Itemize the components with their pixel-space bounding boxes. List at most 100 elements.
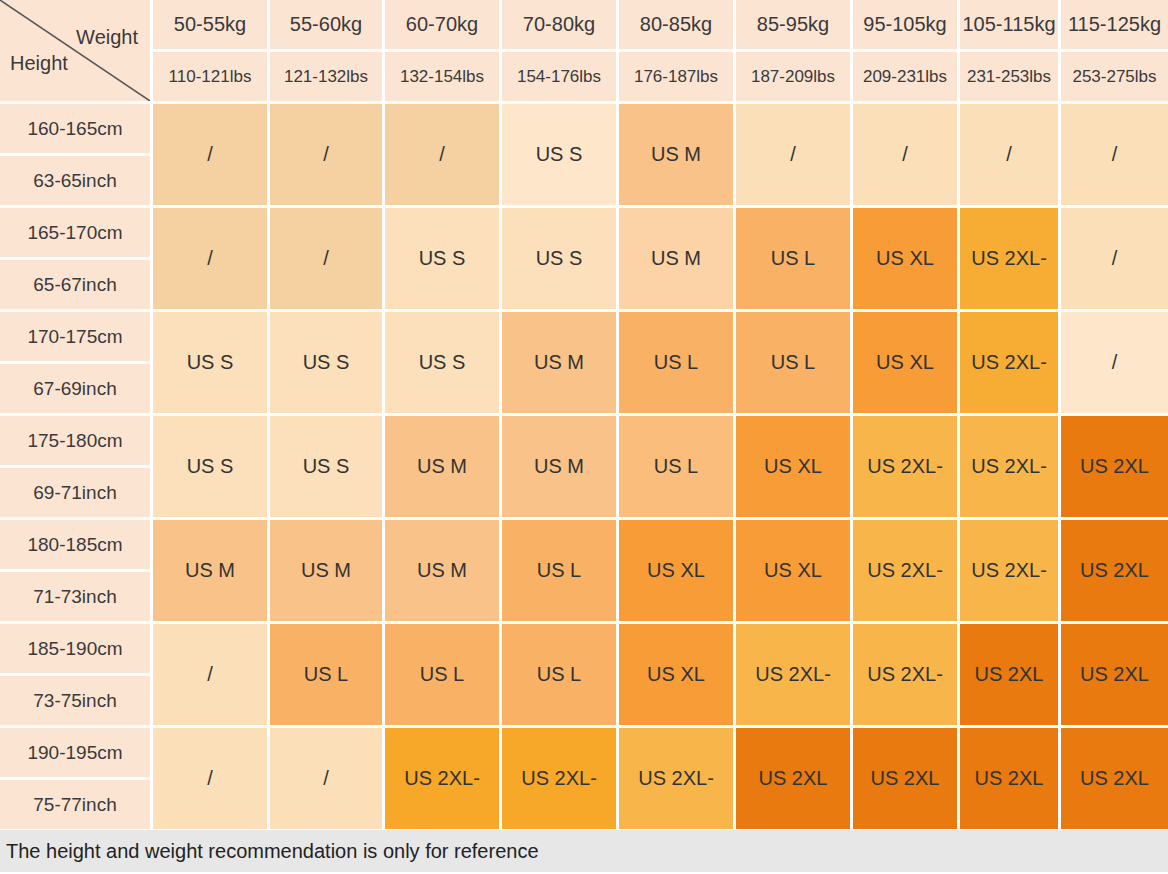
height-label-cm: 160-165cm [0,104,150,153]
height-label-cm: 190-195cm [0,728,150,777]
size-cell: / [270,728,382,829]
weight-header-lbs: 154-176lbs [502,52,616,101]
weight-header-kg: 50-55kg [153,0,267,49]
size-cell: US L [385,624,499,725]
weight-header-lbs: 209-231lbs [853,52,957,101]
weight-header-lbs: 253-275lbs [1061,52,1168,101]
size-cell: US 2XL- [619,728,733,829]
size-cell: US L [619,416,733,517]
size-cell: US M [153,520,267,621]
size-cell: / [153,208,267,309]
size-cell: US L [502,624,616,725]
height-axis-label: Height [10,52,68,75]
size-cell: US L [270,624,382,725]
footer-note-text: The height and weight recommendation is … [0,840,539,863]
weight-header-kg: 115-125kg [1061,0,1168,49]
height-label-cm: 170-175cm [0,312,150,361]
size-cell: / [1061,208,1168,309]
height-label-cm: 185-190cm [0,624,150,673]
weight-header-kg: 105-115kg [960,0,1058,49]
size-cell: US M [385,520,499,621]
size-cell: / [736,104,850,205]
weight-header-kg: 60-70kg [385,0,499,49]
weight-header-lbs: 121-132lbs [270,52,382,101]
weight-header-kg: 95-105kg [853,0,957,49]
size-cell: US S [385,312,499,413]
weight-header-lbs: 231-253lbs [960,52,1058,101]
size-cell: US 2XL- [960,312,1058,413]
size-cell: US S [502,104,616,205]
height-label-inch: 73-75inch [0,676,150,725]
size-cell: US L [736,312,850,413]
weight-header-lbs: 176-187lbs [619,52,733,101]
size-cell: US 2XL- [960,416,1058,517]
size-cell: US 2XL [853,728,957,829]
size-cell: US 2XL- [853,624,957,725]
weight-header-kg: 80-85kg [619,0,733,49]
size-cell: US 2XL- [853,416,957,517]
corner-header-cell: Weight Height [0,0,150,101]
size-cell: US 2XL [1061,416,1168,517]
size-cell: US 2XL- [960,208,1058,309]
weight-header-lbs: 110-121lbs [153,52,267,101]
size-cell: US 2XL- [960,520,1058,621]
weight-header-kg: 70-80kg [502,0,616,49]
size-cell: / [960,104,1058,205]
size-cell: / [270,208,382,309]
size-cell: US S [270,312,382,413]
size-cell: US 2XL- [853,520,957,621]
size-cell: US S [385,208,499,309]
height-label-cm: 180-185cm [0,520,150,569]
weight-axis-label: Weight [76,26,138,49]
size-cell: US S [153,416,267,517]
size-cell: US S [270,416,382,517]
size-cell: US 2XL- [736,624,850,725]
size-cell: / [853,104,957,205]
size-cell: US S [502,208,616,309]
height-label-inch: 75-77inch [0,780,150,829]
size-cell: US 2XL- [502,728,616,829]
weight-header-kg: 85-95kg [736,0,850,49]
weight-header-kg: 55-60kg [270,0,382,49]
size-cell: US XL [853,208,957,309]
size-cell: / [270,104,382,205]
size-cell: / [1061,312,1168,413]
size-cell: US 2XL [960,624,1058,725]
size-cell: / [385,104,499,205]
size-cell: US L [502,520,616,621]
size-cell: US XL [619,624,733,725]
size-cell: US XL [736,416,850,517]
size-cell: US 2XL [1061,624,1168,725]
size-cell: US XL [619,520,733,621]
size-cell: US 2XL [736,728,850,829]
size-cell: US 2XL [960,728,1058,829]
weight-header-lbs: 132-154lbs [385,52,499,101]
size-cell: US 2XL- [385,728,499,829]
size-cell: / [1061,104,1168,205]
height-label-cm: 165-170cm [0,208,150,257]
height-label-inch: 65-67inch [0,260,150,309]
size-chart-table: Weight Height 50-55kg55-60kg60-70kg70-80… [0,0,1168,829]
size-cell: US M [619,208,733,309]
size-cell: / [153,728,267,829]
size-cell: US L [619,312,733,413]
size-cell: US 2XL [1061,728,1168,829]
height-label-inch: 63-65inch [0,156,150,205]
size-cell: US XL [853,312,957,413]
height-label-inch: 69-71inch [0,468,150,517]
size-cell: US XL [736,520,850,621]
footer-note-bar: The height and weight recommendation is … [0,830,1168,872]
size-cell: US M [502,416,616,517]
size-cell: US M [619,104,733,205]
size-cell: / [153,624,267,725]
size-cell: US 2XL [1061,520,1168,621]
size-cell: US M [502,312,616,413]
size-cell: US M [385,416,499,517]
size-cell: / [153,104,267,205]
height-label-cm: 175-180cm [0,416,150,465]
size-cell: US M [270,520,382,621]
diagonal-divider-line [0,0,150,101]
weight-header-lbs: 187-209lbs [736,52,850,101]
height-label-inch: 67-69inch [0,364,150,413]
size-cell: US L [736,208,850,309]
